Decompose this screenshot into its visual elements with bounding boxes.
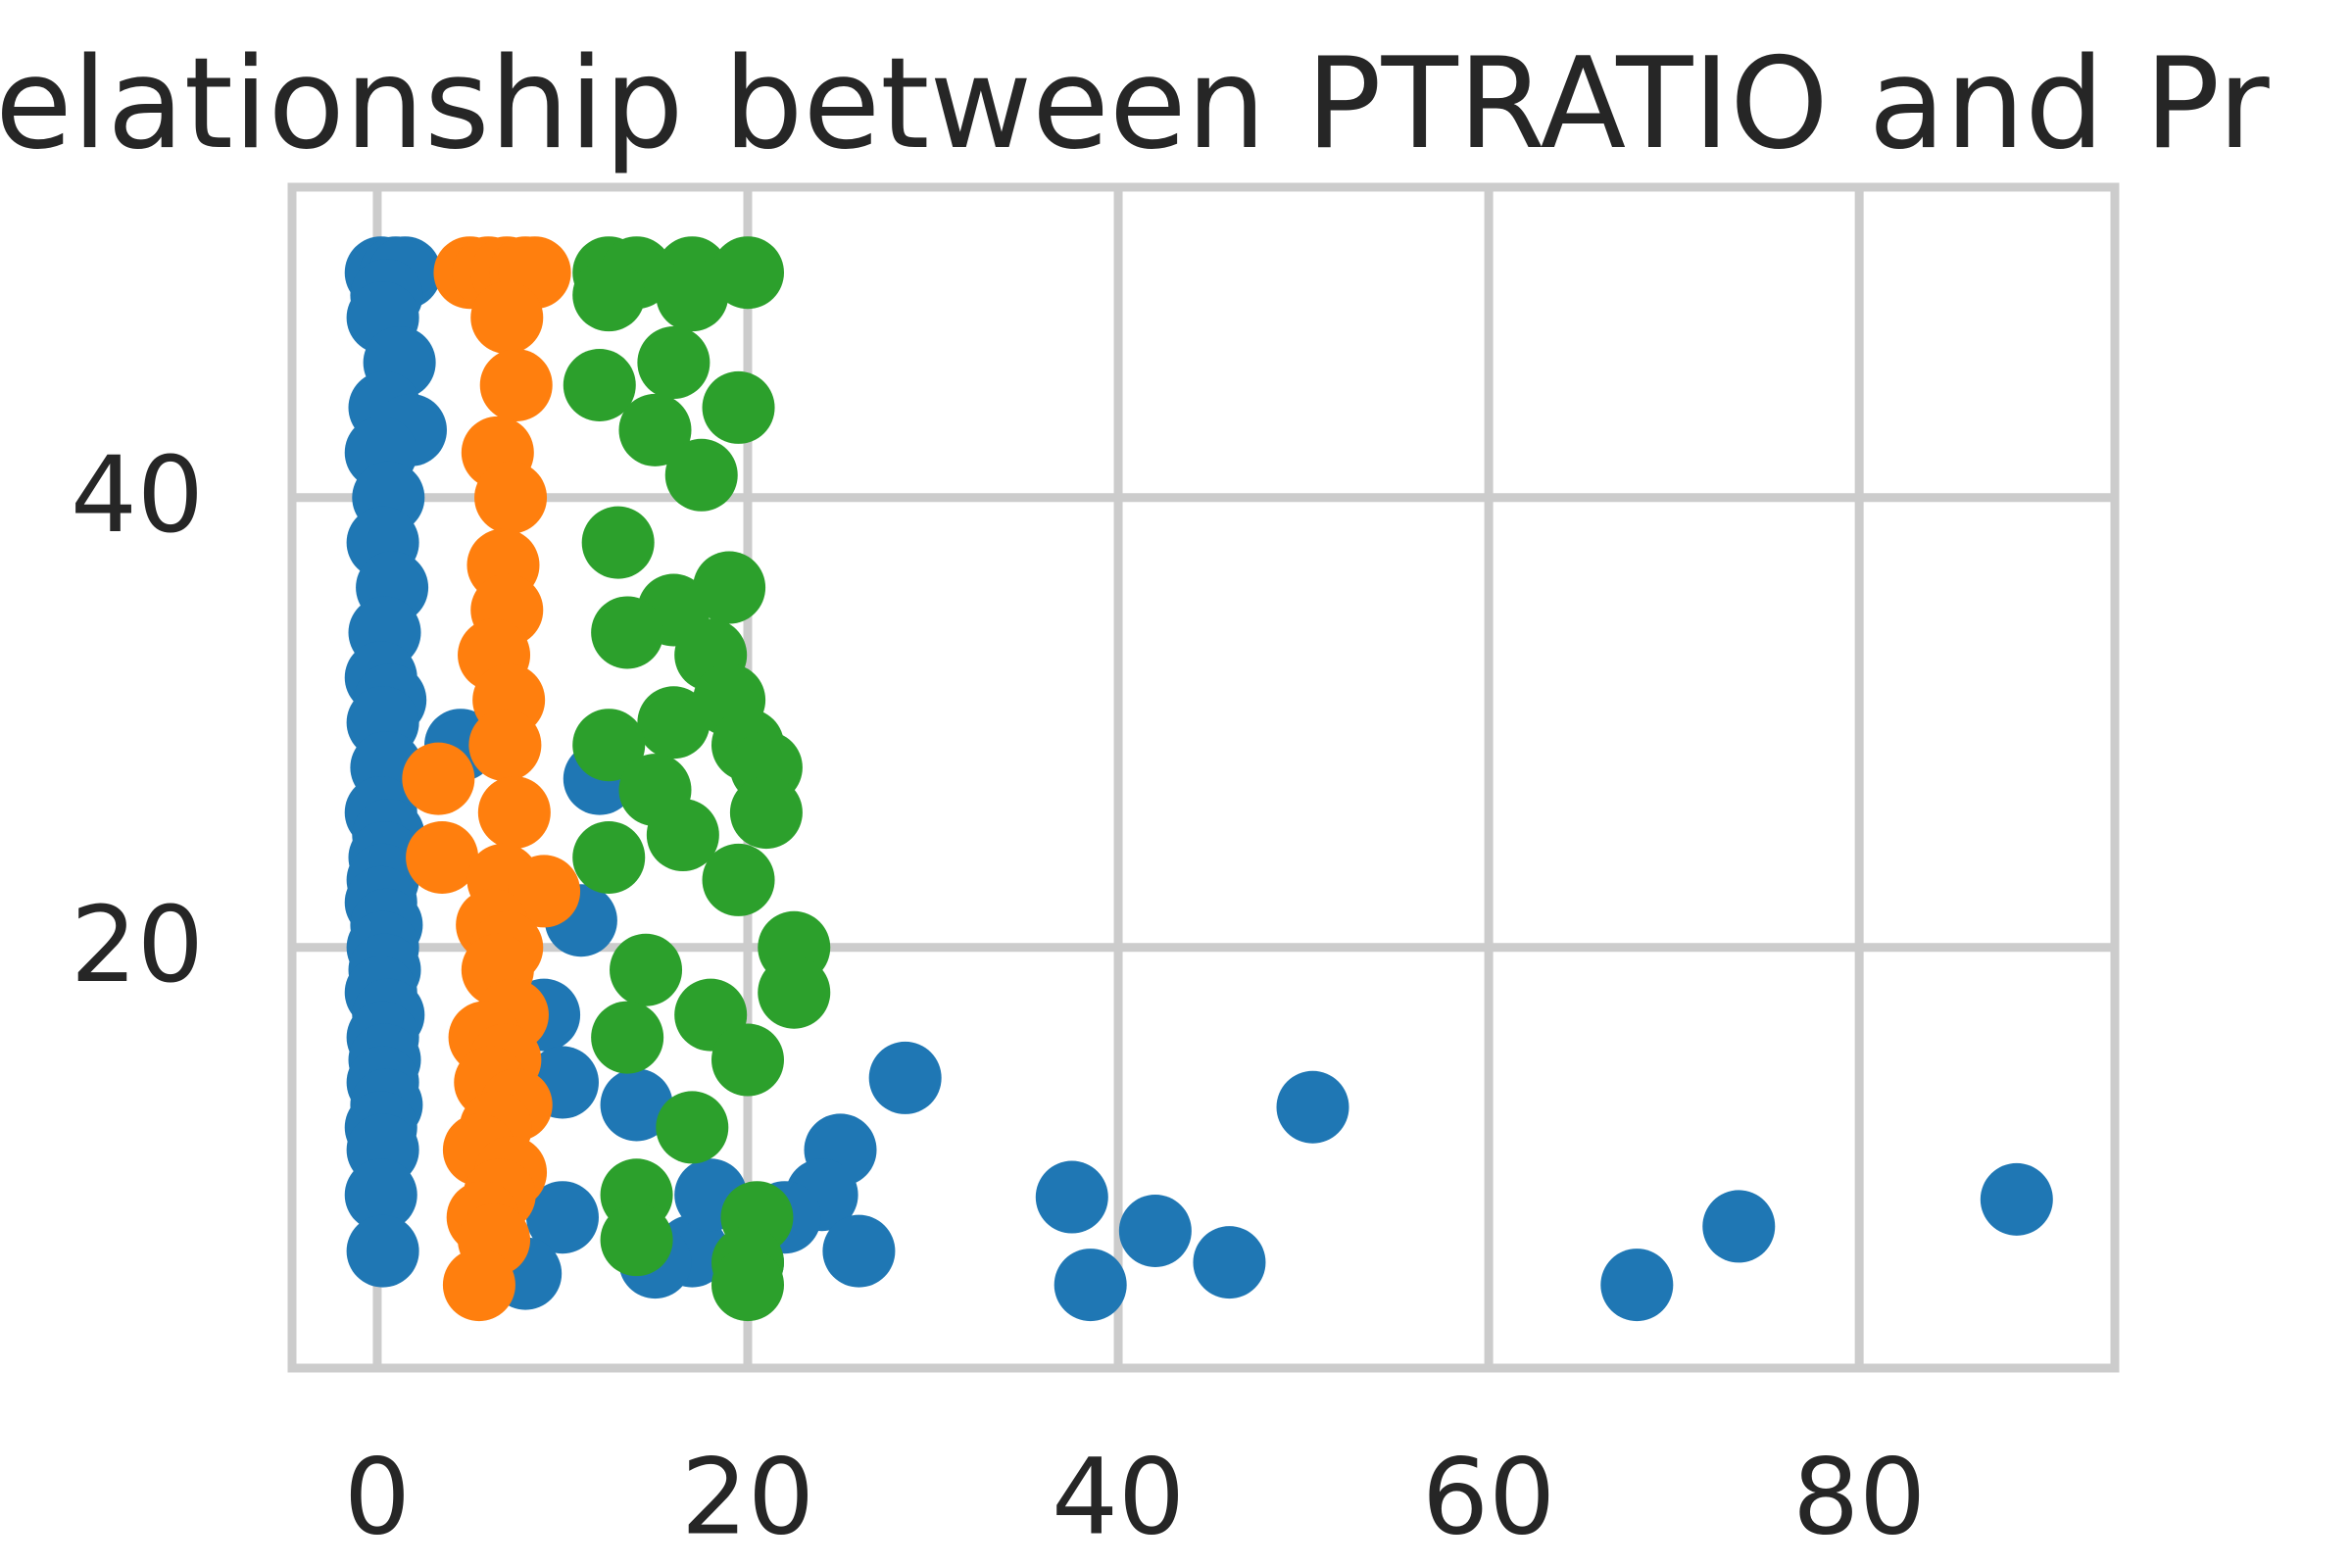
scatter-point (477, 776, 551, 850)
x-tick-label: 80 (1792, 1437, 1926, 1558)
chart-title: elationship between PTRATIO and Pr (0, 31, 2270, 177)
scatter-point (581, 506, 655, 579)
scatter-point (646, 799, 719, 872)
scatter-point (402, 742, 475, 815)
scatter-point (1276, 1070, 1349, 1144)
scatter-point (468, 709, 542, 782)
scatter-point (656, 1091, 729, 1164)
scatter-point (479, 348, 553, 421)
scatter-point (591, 1001, 664, 1074)
scatter-point (729, 776, 803, 850)
scatter-point (474, 461, 548, 534)
y-tick-label: 40 (71, 435, 204, 557)
scatter-point (508, 855, 581, 928)
scatter-point (1035, 1160, 1108, 1234)
scatter-point (711, 1023, 784, 1097)
scatter-point (656, 259, 729, 332)
scatter-point (600, 1068, 673, 1142)
scatter-point (1702, 1190, 1776, 1263)
scatter-point (442, 1249, 515, 1322)
scatter-point (572, 259, 646, 332)
scatter-point (525, 1181, 599, 1254)
scatter-point (664, 438, 738, 512)
scatter-point (711, 236, 784, 310)
scatter-point (693, 551, 766, 624)
x-tick-label: 60 (1422, 1437, 1555, 1558)
scatter-point (572, 820, 646, 894)
scatter-point (711, 1249, 784, 1322)
x-tick-label: 0 (344, 1437, 411, 1558)
scatter-point (346, 1214, 419, 1288)
scatter-point (591, 596, 664, 669)
scatter-point (344, 1158, 417, 1232)
scatter-point (758, 956, 831, 1029)
scatter-point (610, 933, 683, 1006)
scatter-point (1193, 1226, 1266, 1299)
scatter-point (868, 1041, 942, 1114)
y-tick-label: 20 (71, 885, 204, 1006)
plot-frame (287, 182, 2120, 1373)
scatter-point (600, 1203, 673, 1277)
scatter-point (1118, 1194, 1192, 1267)
scatter-point (637, 326, 710, 400)
scatter-point (470, 281, 544, 355)
scatter-point (563, 348, 636, 421)
scatter-point (822, 1214, 896, 1288)
scatter-point (1600, 1249, 1674, 1322)
scatter-point (702, 370, 775, 444)
x-tick-label: 40 (1052, 1437, 1185, 1558)
scatter-point (702, 843, 775, 916)
scatter-point (1980, 1162, 2053, 1236)
scatter-point (572, 709, 646, 782)
scatter-point (637, 686, 710, 760)
x-tick-label: 20 (681, 1437, 814, 1558)
scatter-point (406, 820, 479, 894)
scatter-point (1054, 1249, 1127, 1322)
scatter-point (618, 393, 692, 466)
